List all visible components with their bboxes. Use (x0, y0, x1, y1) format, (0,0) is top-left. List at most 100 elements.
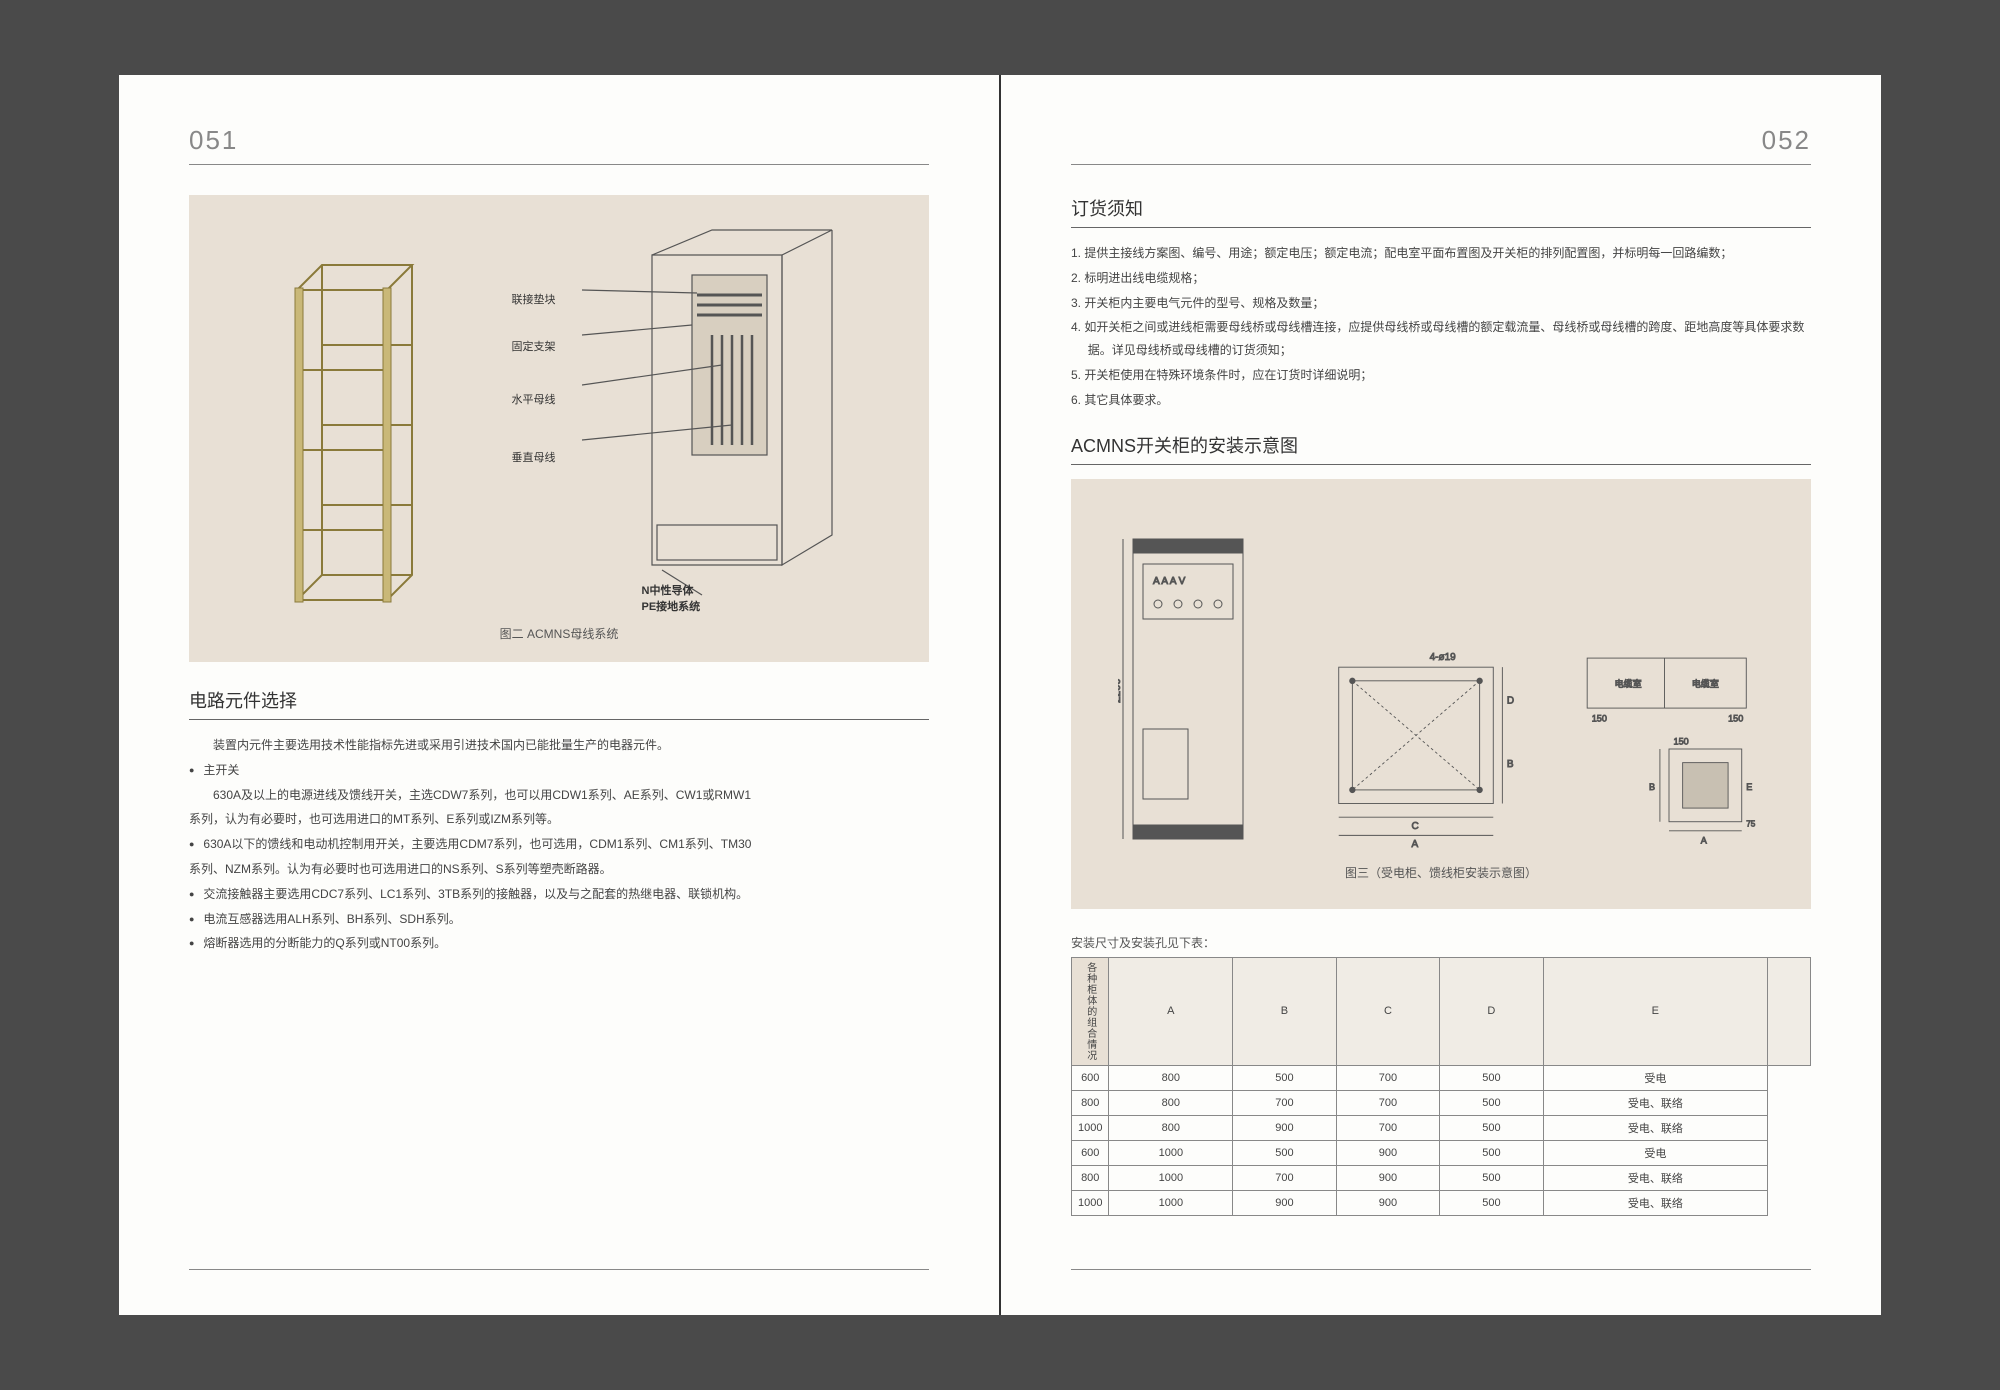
table-cell: 受电、联络 (1543, 1190, 1767, 1215)
table-cell: 900 (1233, 1190, 1336, 1215)
table-cell: 600 (1072, 1065, 1109, 1090)
table-cell: 500 (1440, 1115, 1543, 1140)
page-left: 051 (119, 75, 999, 1315)
table-cell: 800 (1109, 1065, 1233, 1090)
diagram-caption: 图三（受电柜、馈线柜安装示意图） (1091, 864, 1791, 881)
table-row: 600800500700500受电 (1072, 1065, 1811, 1090)
schematic-side-labels: 联接垫块 固定支架 水平母线 垂直母线 (512, 285, 556, 474)
diagram-top-view: 4-ø19 C A (1311, 649, 1521, 849)
table-row-header: 各种柜体的组合情况 (1072, 957, 1109, 1065)
table-cell: 500 (1440, 1065, 1543, 1090)
document-spread: 051 (119, 75, 1881, 1315)
item-4-title: 电流互感器选用ALH系列、BH系列、SDH系列。 (189, 908, 929, 931)
table-cell: 受电 (1543, 1065, 1767, 1090)
col-B: B (1233, 957, 1336, 1065)
footer-rule-right (1071, 1269, 1811, 1270)
top-rule (189, 164, 929, 165)
page-right: 052 订货须知 1. 提供主接线方案图、编号、用途；额定电压；额定电流；配电室… (1001, 75, 1881, 1315)
label-lianjie: 联接垫块 (512, 285, 556, 316)
order-item-3: 3. 开关柜内主要电气元件的型号、规格及数量； (1071, 292, 1811, 315)
table-cell: 900 (1336, 1140, 1439, 1165)
table-cell: 900 (1336, 1190, 1439, 1215)
installation-diagram: A A A V 2200 4-ø19 (1071, 479, 1811, 909)
section-rule (189, 719, 929, 720)
item-2-line-0: 系列、NZM系列。认为有必要时也可选用进口的NS系列、S系列等塑壳断路器。 (189, 858, 929, 881)
col-D: D (1440, 957, 1543, 1065)
table-row: 800800700700500受电、联络 (1072, 1090, 1811, 1115)
table-cell: 500 (1440, 1165, 1543, 1190)
svg-text:C: C (1411, 821, 1418, 832)
item-1-line-0: 630A及以上的电源进线及馈线开关，主选CDW7系列，也可以用CDW1系列、AE… (189, 784, 929, 807)
table-row: 10001000900900500受电、联络 (1072, 1190, 1811, 1215)
section-title-order: 订货须知 (1071, 195, 1811, 221)
svg-text:D: D (1507, 695, 1514, 706)
figure-caption-left: 图二 ACMNS母线系统 (209, 625, 909, 642)
table-cell: 500 (1440, 1090, 1543, 1115)
svg-text:150: 150 (1592, 713, 1607, 723)
svg-text:75: 75 (1747, 819, 1757, 828)
figure-busbar-system: 联接垫块 固定支架 水平母线 垂直母线 (189, 195, 929, 662)
top-rule-right (1071, 164, 1811, 165)
footer-rule-left (189, 1269, 929, 1270)
table-row: 6001000500900500受电 (1072, 1140, 1811, 1165)
dimensions-table: 各种柜体的组合情况 A B C D E 600800500700500受电800… (1071, 957, 1811, 1216)
table-cell: 500 (1233, 1065, 1336, 1090)
diagram-front-view: A A A V 2200 (1118, 529, 1258, 849)
table-row: 1000800900700500受电、联络 (1072, 1115, 1811, 1140)
col-E: E (1543, 957, 1767, 1065)
label-chuizhi: 垂直母线 (512, 443, 556, 474)
table-cell: 900 (1336, 1165, 1439, 1190)
table-cell: 受电 (1543, 1140, 1767, 1165)
page-number-left: 051 (189, 125, 929, 156)
table-caption: 安装尺寸及安装孔见下表： (1071, 934, 1811, 951)
item-1-line-1: 系列，认为有必要时，也可选用进口的MT系列、E系列或IZM系列等。 (189, 808, 929, 831)
order-item-4: 4. 如开关柜之间或进线柜需要母线桥或母线槽连接，应提供母线桥或母线槽的额定载流… (1071, 316, 1811, 362)
schematic-bottom-labels: N中性导体 PE接地系统 (642, 584, 701, 615)
table-cell: 800 (1109, 1090, 1233, 1115)
table-cell: 700 (1336, 1090, 1439, 1115)
table-cell: 1000 (1072, 1190, 1109, 1215)
svg-text:150: 150 (1728, 713, 1743, 723)
table-cell: 受电、联络 (1543, 1165, 1767, 1190)
body-text-circuit: 装置内元件主要选用技术性能指标先进或采用引进技术国内已能批量生产的电器元件。 主… (189, 734, 929, 955)
table-cell: 1000 (1072, 1115, 1109, 1140)
table-cell: 500 (1440, 1140, 1543, 1165)
table-cell: 500 (1233, 1140, 1336, 1165)
section-rule-install (1071, 464, 1811, 465)
table-cell: 600 (1072, 1140, 1109, 1165)
table-cell: 800 (1072, 1090, 1109, 1115)
section-rule-order (1071, 227, 1811, 228)
svg-text:电缆室: 电缆室 (1692, 678, 1719, 689)
table-cell: 800 (1072, 1165, 1109, 1190)
table-cell: 1000 (1109, 1165, 1233, 1190)
page-number-right: 052 (1071, 125, 1811, 156)
table-row: 8001000700900500受电、联络 (1072, 1165, 1811, 1190)
col-A: A (1109, 957, 1233, 1065)
order-item-6: 6. 其它具体要求。 (1071, 389, 1811, 412)
table-cell: 700 (1336, 1115, 1439, 1140)
col-type (1768, 957, 1811, 1065)
label-guding: 固定支架 (512, 332, 556, 363)
svg-text:150: 150 (1674, 736, 1689, 746)
table-cell: 1000 (1109, 1140, 1233, 1165)
item-3-title: 交流接触器主要选用CDC7系列、LC1系列、3TB系列的接触器，以及与之配套的热… (189, 883, 929, 906)
item-1-title: 主开关 (189, 759, 929, 782)
item-2-title: 630A以下的馈线和电动机控制用开关，主要选用CDM7系列，也可选用，CDM1系… (189, 833, 929, 856)
order-item-1: 1. 提供主接线方案图、编号、用途；额定电压；额定电流；配电室平面布置图及开关柜… (1071, 242, 1811, 265)
svg-text:2200: 2200 (1118, 678, 1123, 702)
svg-text:A A A V: A A A V (1153, 576, 1186, 587)
section-title-circuit: 电路元件选择 (189, 687, 929, 713)
order-item-2: 2. 标明进出线电缆规格； (1071, 267, 1811, 290)
svg-text:E: E (1747, 781, 1753, 791)
intro-text: 装置内元件主要选用技术性能指标先进或采用引进技术国内已能批量生产的电器元件。 (189, 734, 929, 757)
table-cell: 受电、联络 (1543, 1090, 1767, 1115)
label-shuiping: 水平母线 (512, 385, 556, 416)
table-cell: 1000 (1109, 1190, 1233, 1215)
svg-text:A: A (1411, 839, 1418, 849)
svg-text:4-ø19: 4-ø19 (1430, 651, 1457, 662)
table-cell: 700 (1233, 1090, 1336, 1115)
svg-text:A: A (1701, 835, 1708, 845)
table-cell: 700 (1336, 1065, 1439, 1090)
table-cell: 900 (1233, 1115, 1336, 1140)
svg-text:B: B (1507, 759, 1514, 770)
